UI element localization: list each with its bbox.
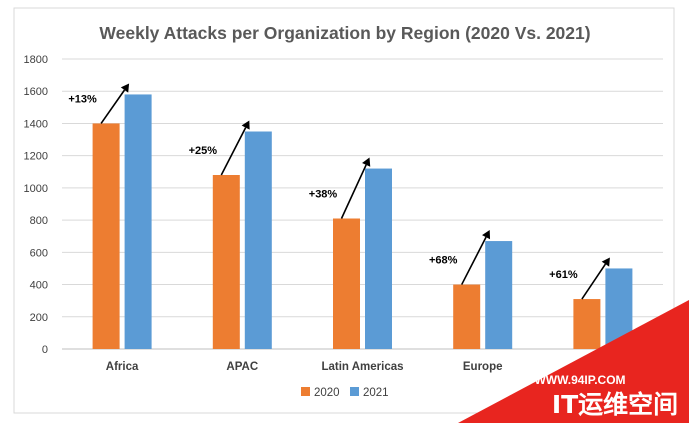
x-tick-label: Africa: [106, 361, 139, 373]
legend-swatch: [301, 387, 310, 396]
growth-arrowhead: [241, 120, 250, 130]
y-tick-label: 600: [30, 247, 48, 259]
legend-swatch: [350, 387, 359, 396]
y-axis: 0 200 400 600 800 1000 1200 1400 1600 1800: [24, 54, 48, 356]
gridlines: [62, 58, 663, 350]
y-tick-label: 800: [30, 215, 48, 227]
growth-label: +68%: [429, 255, 458, 267]
watermark: WWW.94IP.COM IT运维空间: [458, 300, 689, 423]
bar-2021: [124, 94, 152, 349]
bar-2020: [212, 175, 240, 349]
growth-arrow: [460, 236, 487, 285]
x-tick-label: APAC: [226, 361, 258, 373]
y-tick-label: 1600: [24, 86, 48, 98]
bar-2020: [573, 299, 601, 349]
growth-label: +13%: [68, 93, 97, 105]
watermark-url: WWW.94IP.COM: [534, 373, 625, 387]
bar-2021: [244, 131, 272, 349]
chart-title: Weekly Attacks per Organization by Regio…: [99, 23, 590, 43]
growth-arrow: [220, 127, 247, 176]
y-tick-label: 1200: [24, 151, 48, 163]
legend-label: 2021: [363, 387, 389, 399]
legend-label: 2020: [314, 387, 340, 399]
growth-arrowhead: [482, 230, 491, 240]
bar-2020: [333, 218, 360, 349]
growth-arrow: [581, 263, 607, 300]
growth-arrow: [100, 89, 126, 124]
growth-label: +25%: [189, 145, 218, 157]
x-tick-label: Latin Americas: [321, 361, 403, 373]
growth-label: +38%: [309, 189, 338, 201]
y-tick-label: 1000: [24, 183, 48, 195]
y-tick-label: 1400: [24, 118, 48, 130]
bar-2020: [453, 284, 481, 349]
y-tick-label: 200: [30, 312, 48, 324]
annotations: +13% +25% +38% +68% +61%: [68, 83, 610, 300]
growth-arrowhead: [362, 157, 371, 167]
bars: [92, 94, 633, 349]
growth-arrow: [340, 164, 367, 219]
growth-arrowhead: [120, 83, 130, 93]
y-tick-label: 1800: [24, 54, 48, 66]
y-tick-label: 0: [42, 344, 48, 356]
bar-2020: [92, 123, 120, 349]
watermark-triangle: [458, 300, 689, 423]
y-tick-label: 400: [30, 280, 48, 292]
watermark-text: IT运维空间: [552, 390, 678, 419]
bar-2021: [485, 241, 513, 349]
legend: 2020 2021: [301, 387, 389, 399]
growth-label: +61%: [549, 269, 578, 281]
x-tick-label: Europe: [463, 361, 503, 373]
growth-arrowhead: [601, 257, 610, 267]
bar-2021: [365, 168, 392, 349]
